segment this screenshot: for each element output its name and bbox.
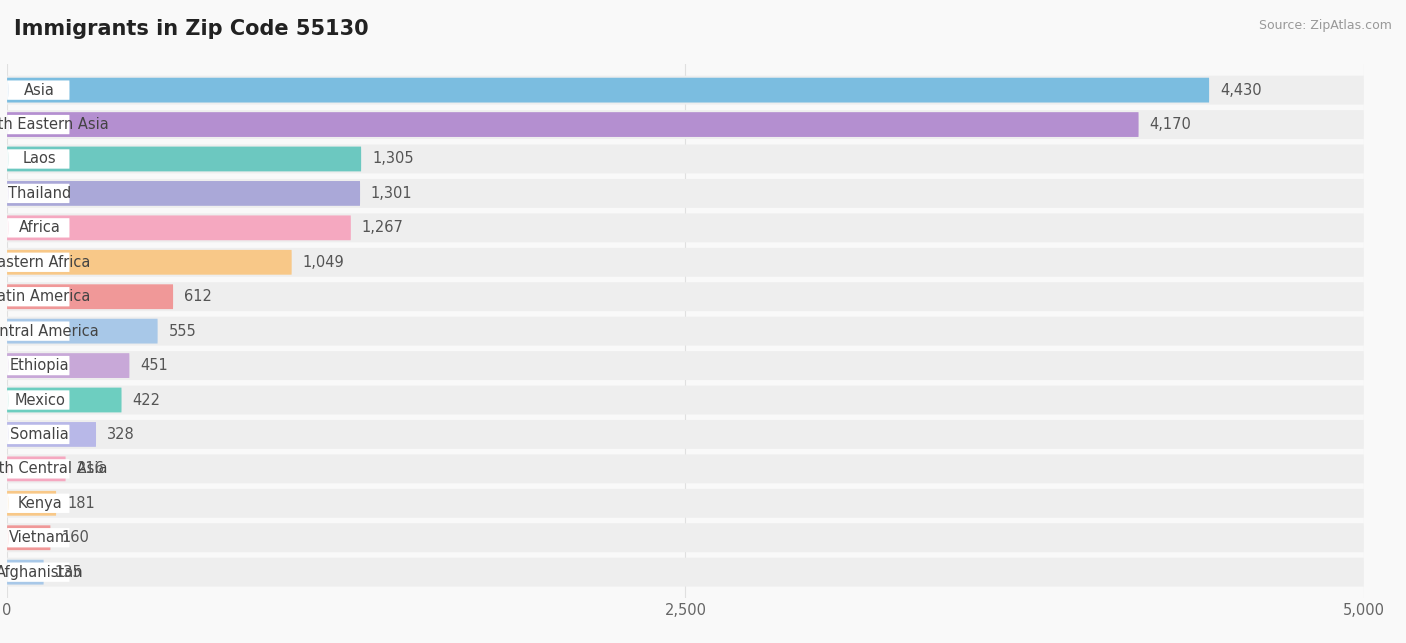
Text: Vietnam: Vietnam: [8, 530, 70, 545]
FancyBboxPatch shape: [7, 218, 69, 237]
FancyBboxPatch shape: [7, 147, 361, 172]
FancyBboxPatch shape: [7, 80, 69, 100]
FancyBboxPatch shape: [7, 213, 1364, 242]
FancyBboxPatch shape: [7, 287, 69, 306]
Text: Central America: Central America: [0, 323, 98, 339]
FancyBboxPatch shape: [7, 319, 157, 343]
FancyBboxPatch shape: [7, 494, 69, 513]
Text: 216: 216: [76, 462, 104, 476]
Text: 1,301: 1,301: [371, 186, 412, 201]
FancyBboxPatch shape: [7, 112, 1139, 137]
Text: 160: 160: [62, 530, 89, 545]
Text: 1,267: 1,267: [361, 221, 404, 235]
FancyBboxPatch shape: [7, 181, 360, 206]
FancyBboxPatch shape: [7, 115, 69, 134]
FancyBboxPatch shape: [7, 317, 1364, 345]
Text: Afghanistan: Afghanistan: [0, 565, 83, 580]
Text: Source: ZipAtlas.com: Source: ZipAtlas.com: [1258, 19, 1392, 32]
Text: 1,049: 1,049: [302, 255, 344, 270]
FancyBboxPatch shape: [7, 489, 1364, 518]
Text: Africa: Africa: [18, 221, 60, 235]
Text: 555: 555: [169, 323, 197, 339]
FancyBboxPatch shape: [7, 455, 1364, 484]
FancyBboxPatch shape: [7, 420, 1364, 449]
Text: Somalia: Somalia: [10, 427, 69, 442]
Text: Thailand: Thailand: [8, 186, 72, 201]
FancyBboxPatch shape: [7, 560, 44, 584]
FancyBboxPatch shape: [7, 250, 291, 275]
FancyBboxPatch shape: [7, 386, 1364, 415]
Text: Eastern Africa: Eastern Africa: [0, 255, 91, 270]
FancyBboxPatch shape: [7, 457, 66, 481]
FancyBboxPatch shape: [7, 425, 69, 444]
Text: 422: 422: [132, 392, 160, 408]
FancyBboxPatch shape: [7, 184, 69, 203]
Text: 4,430: 4,430: [1220, 82, 1261, 98]
FancyBboxPatch shape: [7, 322, 69, 341]
FancyBboxPatch shape: [7, 149, 69, 168]
FancyBboxPatch shape: [7, 353, 129, 378]
FancyBboxPatch shape: [7, 248, 1364, 276]
FancyBboxPatch shape: [7, 491, 56, 516]
Text: 181: 181: [67, 496, 94, 511]
Text: 1,305: 1,305: [373, 152, 413, 167]
FancyBboxPatch shape: [7, 145, 1364, 174]
Text: 328: 328: [107, 427, 135, 442]
Text: 612: 612: [184, 289, 212, 304]
FancyBboxPatch shape: [7, 253, 69, 272]
FancyBboxPatch shape: [7, 78, 1209, 102]
Text: 4,170: 4,170: [1150, 117, 1191, 132]
FancyBboxPatch shape: [7, 388, 121, 412]
FancyBboxPatch shape: [7, 284, 173, 309]
Text: Asia: Asia: [24, 82, 55, 98]
Text: Latin America: Latin America: [0, 289, 90, 304]
Text: 135: 135: [55, 565, 82, 580]
FancyBboxPatch shape: [7, 390, 69, 410]
FancyBboxPatch shape: [7, 282, 1364, 311]
FancyBboxPatch shape: [7, 523, 1364, 552]
Text: Immigrants in Zip Code 55130: Immigrants in Zip Code 55130: [14, 19, 368, 39]
Text: South Central Asia: South Central Asia: [0, 462, 108, 476]
FancyBboxPatch shape: [7, 525, 51, 550]
FancyBboxPatch shape: [7, 422, 96, 447]
FancyBboxPatch shape: [7, 179, 1364, 208]
FancyBboxPatch shape: [7, 563, 69, 582]
Text: 451: 451: [141, 358, 167, 373]
FancyBboxPatch shape: [7, 356, 69, 376]
Text: Mexico: Mexico: [14, 392, 65, 408]
FancyBboxPatch shape: [7, 528, 69, 547]
FancyBboxPatch shape: [7, 459, 69, 478]
Text: Kenya: Kenya: [17, 496, 62, 511]
FancyBboxPatch shape: [7, 110, 1364, 139]
FancyBboxPatch shape: [7, 76, 1364, 105]
FancyBboxPatch shape: [7, 557, 1364, 586]
Text: Laos: Laos: [22, 152, 56, 167]
FancyBboxPatch shape: [7, 351, 1364, 380]
FancyBboxPatch shape: [7, 215, 351, 240]
Text: Ethiopia: Ethiopia: [10, 358, 69, 373]
Text: South Eastern Asia: South Eastern Asia: [0, 117, 110, 132]
